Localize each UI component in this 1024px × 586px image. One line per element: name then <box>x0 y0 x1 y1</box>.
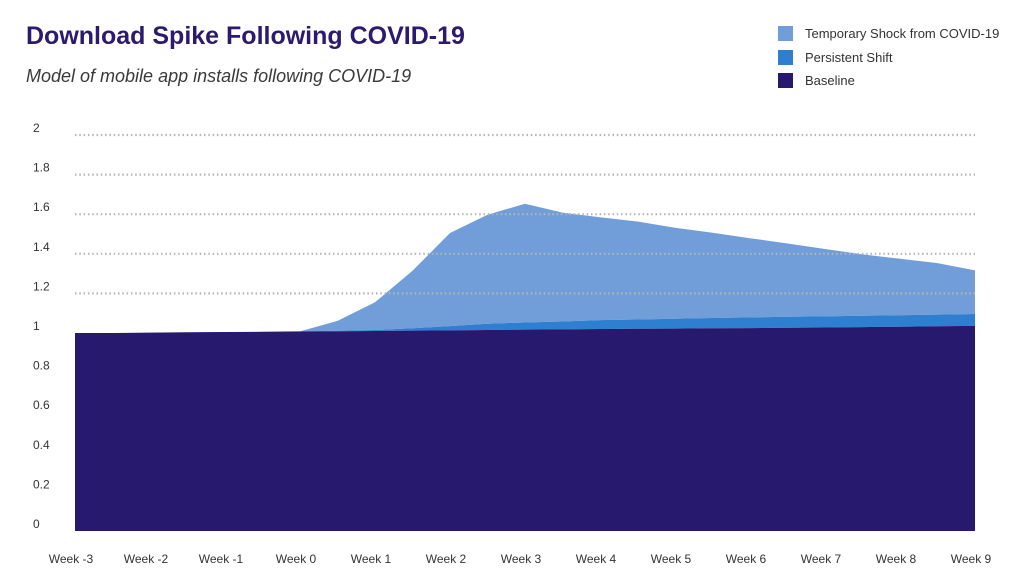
x-tick-label: Week 6 <box>726 552 767 566</box>
x-tick-label: Week 4 <box>576 552 617 566</box>
legend-label-temporary-shock: Temporary Shock from COVID-19 <box>805 26 1000 42</box>
y-tick-label: 0.8 <box>33 359 50 373</box>
legend-item-baseline: Baseline <box>778 69 999 93</box>
y-tick-label: 0 <box>33 517 40 531</box>
area-temporary-shock-from-covid-19 <box>75 203 975 333</box>
x-tick-label: Week 1 <box>351 552 392 566</box>
y-tick-label: 1.6 <box>33 200 50 214</box>
legend-item-persistent-shift: Persistent Shift <box>778 46 999 70</box>
x-tick-label: Week -2 <box>124 552 169 566</box>
y-tick-label: 1.8 <box>33 161 50 175</box>
y-tick-label: 1 <box>33 319 40 333</box>
x-tick-label: Week -1 <box>199 552 244 566</box>
chart-title: Download Spike Following COVID-19 <box>26 22 465 50</box>
legend: Temporary Shock from COVID-19 Persistent… <box>778 22 999 93</box>
x-tick-label: Week -3 <box>49 552 94 566</box>
legend-label-persistent-shift: Persistent Shift <box>805 49 893 65</box>
area-baseline <box>75 325 975 531</box>
y-axis-ticks: 0 0.2 0.4 0.6 0.8 1 1.2 1.4 1.6 1.8 2 <box>33 121 50 531</box>
legend-swatch-baseline <box>778 73 793 89</box>
x-axis-ticks: Week -3 Week -2 Week -1 Week 0 Week 1 Week 2 W… <box>49 552 992 566</box>
legend-label-baseline: Baseline <box>805 73 855 89</box>
area-layers <box>75 203 975 531</box>
x-tick-label: Week 3 <box>501 552 542 566</box>
y-tick-label: 0.4 <box>33 438 50 452</box>
y-tick-label: 1.4 <box>33 240 50 254</box>
y-tick-label: 2 <box>33 121 40 135</box>
legend-item-temporary-shock: Temporary Shock from COVID-19 <box>778 22 999 46</box>
y-tick-label: 1.2 <box>33 279 50 293</box>
y-tick-label: 0.2 <box>33 477 50 491</box>
x-tick-label: Week 7 <box>801 552 842 566</box>
y-tick-label: 0.6 <box>33 398 50 412</box>
x-tick-label: Week 9 <box>951 552 992 566</box>
x-tick-label: Week 0 <box>276 552 317 566</box>
x-tick-label: Week 5 <box>651 552 692 566</box>
legend-swatch-temporary-shock <box>778 26 793 42</box>
area-persistent-shift <box>75 314 975 333</box>
x-tick-label: Week 2 <box>426 552 467 566</box>
chart-subtitle: Model of mobile app installs following C… <box>26 66 412 86</box>
legend-swatch-persistent-shift <box>778 49 793 65</box>
x-tick-label: Week 8 <box>876 552 917 566</box>
